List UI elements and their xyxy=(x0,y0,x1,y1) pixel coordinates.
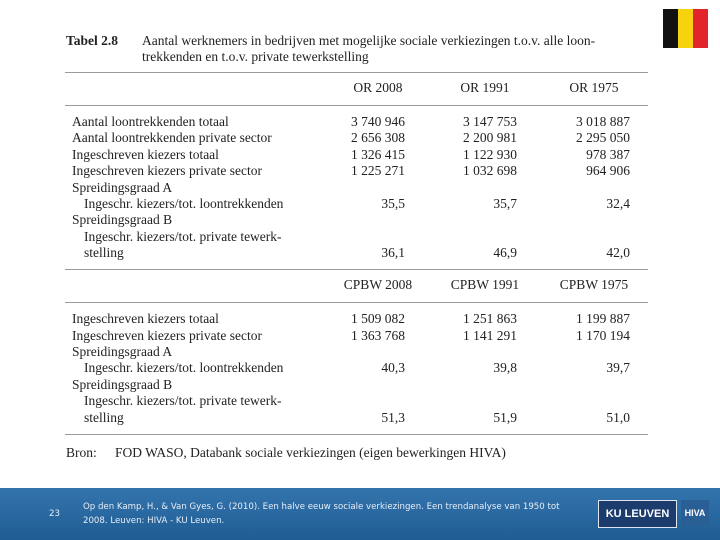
table-cell: 35,5 xyxy=(381,196,405,211)
logo-hiva: HIVA xyxy=(681,500,709,526)
table-cell: 35,7 xyxy=(493,196,517,211)
table-cell: 32,4 xyxy=(606,196,630,211)
table-cell: 978 387 xyxy=(586,146,630,162)
table-cell: 1 032 698 xyxy=(463,163,517,179)
table-cell: 1 141 291 xyxy=(463,327,517,343)
table-cell: 3 147 753 xyxy=(463,114,517,129)
column-header: CPBW 1975 xyxy=(559,277,629,293)
table-cell: 1 326 415 xyxy=(351,146,405,162)
table-cell: 2 200 981 xyxy=(463,130,517,146)
table-cell: 2 295 050 xyxy=(576,130,630,146)
table-cell: 40,3 xyxy=(381,360,405,376)
table-cell: 39,8 xyxy=(493,360,517,376)
table-caption: Aantal werknemers in bedrijven met mogel… xyxy=(142,33,596,48)
row-label: Aantal loontrekkenden private sector xyxy=(72,130,272,146)
column-header: CPBW 1991 xyxy=(450,277,520,293)
table-rule xyxy=(65,433,648,435)
row-label: Spreidingsgraad B xyxy=(72,212,173,228)
source-label: Bron: xyxy=(66,445,97,460)
table-cell: 2 656 308 xyxy=(351,130,405,146)
row-label: stelling xyxy=(84,245,124,261)
row-label: Ingeschreven kiezers private sector xyxy=(72,163,263,179)
column-header: OR 1991 xyxy=(460,80,510,95)
table-rule xyxy=(65,105,648,106)
table-cell: 1 509 082 xyxy=(351,311,405,327)
table-cell: 3 018 887 xyxy=(576,114,630,129)
page-number: 23 xyxy=(49,509,60,519)
row-label: Ingeschreven kiezers totaal xyxy=(72,311,219,327)
table-label: Tabel 2.8 xyxy=(66,33,119,48)
flag xyxy=(663,9,708,48)
table-cell: 51,3 xyxy=(381,409,405,425)
row-label: Ingeschr. kiezers/tot. private tewerk- xyxy=(84,228,282,244)
table-cell: 1 225 271 xyxy=(351,163,405,179)
table-cell: 1 122 930 xyxy=(463,146,517,162)
table-cell: 964 906 xyxy=(586,163,630,179)
row-label: Ingeschr. kiezers/tot. loontrekkenden xyxy=(84,196,284,211)
flag-stripe xyxy=(678,9,693,48)
table-cell: 1 170 194 xyxy=(576,327,630,343)
table-rule xyxy=(65,72,648,73)
row-label: Spreidingsgraad A xyxy=(72,179,173,195)
flag-stripe xyxy=(663,9,678,48)
source-text: FOD WASO, Databank sociale verkiezingen … xyxy=(115,445,506,460)
table-cell: 36,1 xyxy=(381,245,405,261)
row-label: Ingeschr. kiezers/tot. private tewerk- xyxy=(84,393,282,409)
row-label: Spreidingsgraad A xyxy=(72,344,173,359)
table-cell: 1 363 768 xyxy=(351,327,405,343)
citation: Op den Kamp, H., & Van Gyes, G. (2010). … xyxy=(83,502,560,512)
citation: 2008. Leuven: HIVA - KU Leuven. xyxy=(83,516,225,526)
table-cell: 3 740 946 xyxy=(351,114,405,129)
logo-ku-leuven: KU LEUVEN xyxy=(598,500,677,528)
table-cell: 46,9 xyxy=(493,245,517,261)
column-header: CPBW 2008 xyxy=(343,277,413,293)
row-label: Aantal loontrekkenden totaal xyxy=(72,114,229,129)
flag-stripe xyxy=(693,9,708,48)
row-label: stelling xyxy=(84,409,124,425)
row-label: Ingeschreven kiezers private sector xyxy=(72,327,263,343)
table-cell: 1 199 887 xyxy=(576,311,630,327)
table-cell: 1 251 863 xyxy=(463,311,517,327)
table-rule xyxy=(65,302,648,304)
row-label: Ingeschreven kiezers totaal xyxy=(72,146,219,162)
table-cell: 39,7 xyxy=(606,360,630,376)
table-rule xyxy=(65,269,648,271)
table-cell: 42,0 xyxy=(606,245,630,261)
row-label: Ingeschr. kiezers/tot. loontrekkenden xyxy=(84,360,284,376)
table-cell: 51,9 xyxy=(493,409,517,425)
column-header: OR 1975 xyxy=(569,80,619,95)
footer-bar: 23 Op den Kamp, H., & Van Gyes, G. (2010… xyxy=(0,488,720,540)
table-cell: 51,0 xyxy=(606,409,630,425)
table-caption: trekkenden en t.o.v. private tewerkstell… xyxy=(142,49,369,64)
row-label: Spreidingsgraad B xyxy=(72,376,173,392)
column-header: OR 2008 xyxy=(353,80,403,95)
